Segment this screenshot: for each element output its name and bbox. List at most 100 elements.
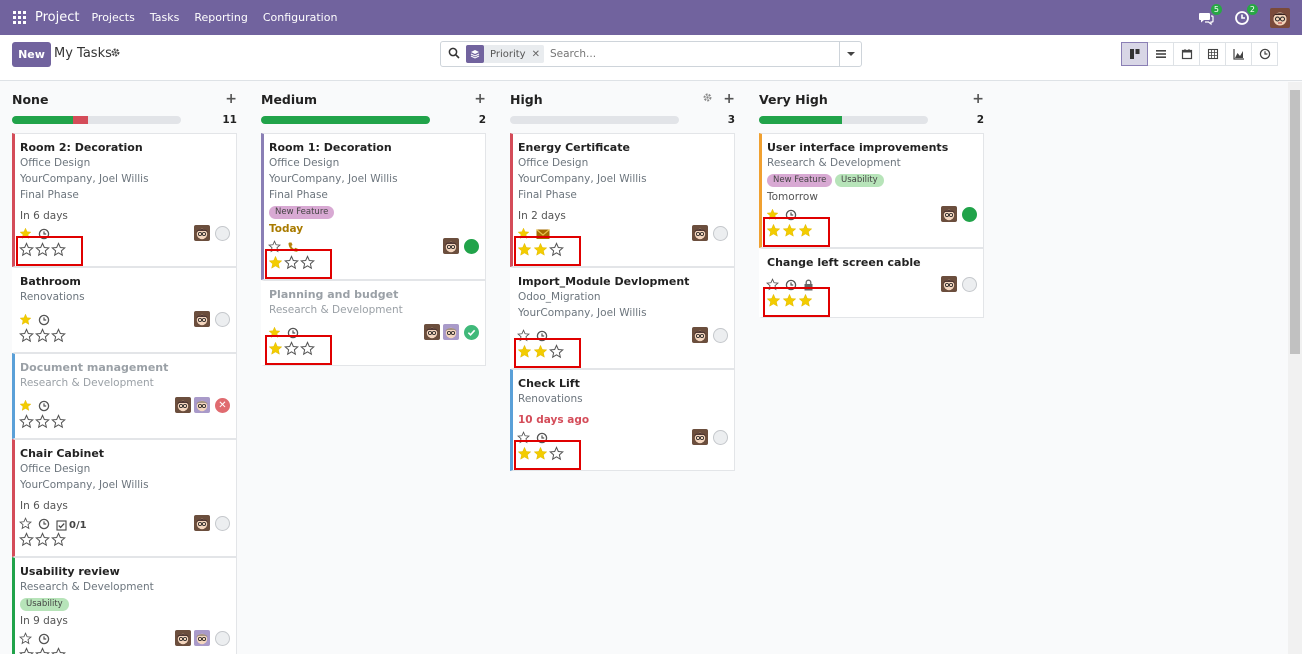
star-filled-icon[interactable] — [517, 344, 533, 362]
priority-star-icon[interactable] — [19, 313, 32, 329]
search-options-toggle[interactable] — [839, 42, 861, 66]
rating-stars[interactable] — [766, 223, 814, 241]
clock-icon[interactable] — [38, 314, 50, 329]
star-empty-icon[interactable] — [549, 446, 565, 464]
kanban-view-button[interactable] — [1121, 42, 1148, 66]
list-view-button[interactable] — [1147, 42, 1174, 66]
avatar[interactable] — [424, 324, 440, 340]
star-empty-icon[interactable] — [51, 647, 67, 654]
vertical-scrollbar[interactable] — [1288, 82, 1302, 654]
calendar-view-button[interactable] — [1173, 42, 1200, 66]
checklist-icon[interactable]: 0/1 — [56, 520, 87, 531]
clock-icon[interactable] — [287, 327, 299, 342]
rating-stars[interactable] — [766, 293, 814, 311]
star-filled-icon[interactable] — [798, 293, 814, 311]
quick-create-plus-icon[interactable]: + — [225, 91, 237, 107]
avatar[interactable] — [194, 630, 210, 646]
progress-segment[interactable] — [72, 116, 89, 124]
quick-create-plus-icon[interactable]: + — [972, 91, 984, 107]
avatar[interactable] — [692, 429, 708, 445]
clock-icon[interactable] — [38, 400, 50, 415]
star-empty-icon[interactable] — [300, 255, 316, 273]
kanban-state-cancel[interactable]: ✕ — [215, 397, 230, 413]
star-filled-icon[interactable] — [766, 223, 782, 241]
rating-stars[interactable] — [19, 242, 67, 260]
kanban-state-normal[interactable] — [215, 515, 230, 531]
task-card[interactable]: Change left screen cable — [759, 248, 984, 318]
star-empty-icon[interactable] — [35, 414, 51, 432]
star-empty-icon[interactable] — [19, 647, 35, 654]
task-title[interactable]: Chair Cabinet — [20, 447, 105, 460]
task-title[interactable]: Energy Certificate — [518, 141, 630, 154]
column-title[interactable]: Medium — [261, 92, 318, 107]
avatar[interactable] — [692, 225, 708, 241]
star-empty-icon[interactable] — [549, 344, 565, 362]
star-empty-icon[interactable] — [35, 647, 51, 654]
task-title[interactable]: Document management — [20, 361, 169, 374]
task-card[interactable]: Check Lift Renovations 10 days ago — [510, 369, 735, 471]
column-title[interactable]: None — [12, 92, 49, 107]
kanban-state-normal[interactable] — [713, 429, 728, 445]
menu-projects[interactable]: Projects — [91, 11, 135, 24]
menu-configuration[interactable]: Configuration — [262, 11, 338, 24]
task-card[interactable]: Energy Certificate Office Design YourCompa… — [510, 133, 735, 267]
phone-icon[interactable] — [287, 241, 299, 256]
star-filled-icon[interactable] — [268, 341, 284, 359]
star-empty-icon[interactable] — [35, 242, 51, 260]
kanban-state-normal[interactable] — [215, 225, 230, 241]
task-card[interactable]: Usability review Research & Development Us… — [12, 557, 237, 654]
clock-icon[interactable] — [536, 432, 548, 447]
clock-activity-icon[interactable]: 2 — [1234, 3, 1258, 26]
avatar[interactable] — [692, 327, 708, 343]
apps-grid-icon[interactable] — [13, 11, 26, 24]
star-filled-icon[interactable] — [782, 223, 798, 241]
star-filled-icon[interactable] — [533, 446, 549, 464]
column-title[interactable]: High — [510, 92, 543, 107]
chat-icon[interactable]: 5 — [1198, 3, 1222, 26]
avatar[interactable] — [443, 324, 459, 340]
column-gear-icon[interactable] — [702, 92, 713, 106]
star-filled-icon[interactable] — [798, 223, 814, 241]
rating-stars[interactable] — [517, 344, 565, 362]
task-card[interactable]: User interface improvements Research & De… — [759, 133, 984, 248]
priority-star-icon[interactable] — [19, 399, 32, 415]
rating-stars[interactable] — [19, 414, 67, 432]
menu-reporting[interactable]: Reporting — [194, 11, 248, 24]
rating-stars[interactable] — [268, 341, 316, 359]
kanban-state-normal[interactable] — [962, 276, 977, 292]
kanban-state-normal[interactable] — [215, 311, 230, 327]
priority-star-icon[interactable] — [19, 632, 32, 648]
star-empty-icon[interactable] — [35, 532, 51, 550]
rating-stars[interactable] — [19, 532, 67, 550]
star-filled-icon[interactable] — [766, 293, 782, 311]
quick-create-plus-icon[interactable]: + — [723, 91, 735, 107]
star-filled-icon[interactable] — [517, 446, 533, 464]
star-filled-icon[interactable] — [782, 293, 798, 311]
progress-segment[interactable] — [759, 116, 842, 124]
kanban-state-done[interactable] — [464, 238, 479, 254]
star-empty-icon[interactable] — [51, 242, 67, 260]
task-card[interactable]: Chair Cabinet Office Design YourCompany, J… — [12, 439, 237, 557]
priority-star-icon[interactable] — [19, 517, 32, 533]
kanban-state-done[interactable] — [962, 206, 977, 222]
task-card[interactable]: Import_Module Devlopment Odoo_Migration Yo… — [510, 267, 735, 369]
star-empty-icon[interactable] — [51, 532, 67, 550]
kanban-state-normal[interactable] — [215, 630, 230, 646]
rating-stars[interactable] — [517, 446, 565, 464]
star-empty-icon[interactable] — [19, 414, 35, 432]
clock-icon[interactable] — [38, 518, 50, 533]
menu-tasks[interactable]: Tasks — [149, 11, 180, 24]
lock-icon[interactable] — [803, 279, 814, 294]
clock-icon[interactable] — [536, 330, 548, 345]
envelope-icon[interactable] — [536, 228, 550, 243]
star-filled-icon[interactable] — [517, 242, 533, 260]
task-title[interactable]: Room 1: Decoration — [269, 141, 392, 154]
star-empty-icon[interactable] — [51, 328, 67, 346]
star-filled-icon[interactable] — [533, 344, 549, 362]
facet-remove-icon[interactable]: ✕ — [531, 48, 540, 60]
star-empty-icon[interactable] — [549, 242, 565, 260]
rating-stars[interactable] — [517, 242, 565, 260]
gear-icon[interactable] — [110, 47, 121, 61]
task-title[interactable]: Room 2: Decoration — [20, 141, 143, 154]
avatar[interactable] — [194, 225, 210, 241]
